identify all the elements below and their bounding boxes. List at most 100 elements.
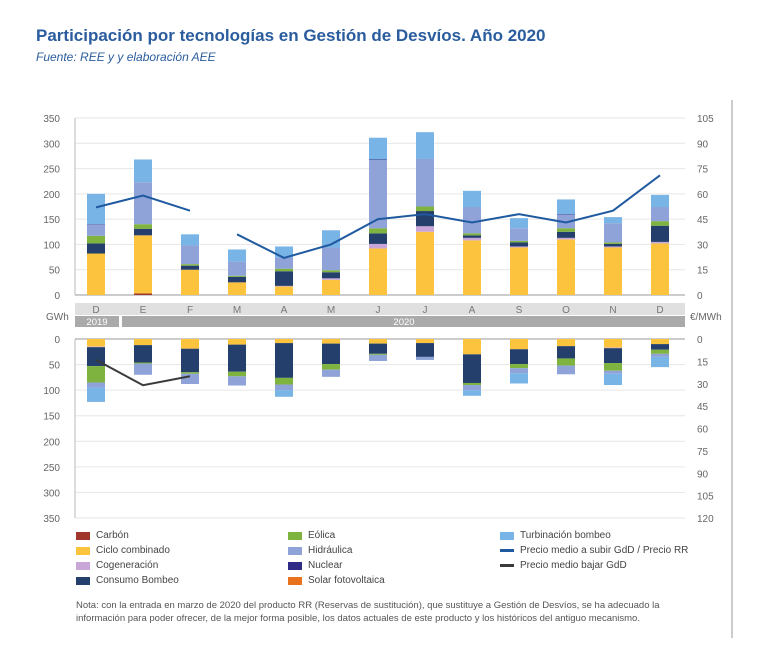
bar-segment [416,206,434,212]
bar-segment [369,248,387,295]
right-unit-label: €/MWh [690,312,722,323]
legend-swatch [500,531,514,540]
bar-segment [604,217,622,224]
bar-segment [369,137,387,160]
legend-swatch [76,531,90,540]
legend-item: Eólica [288,530,335,541]
y2-tick-label: 0 [697,335,703,346]
bar-segment [275,271,293,286]
bar-segment [557,214,575,229]
y-tick-label: 200 [43,190,60,201]
bar-segment [275,257,293,269]
bar-segment [604,247,622,295]
x-tick-label: J [423,305,428,316]
bar-segment [510,242,528,247]
price-line [95,174,661,259]
y-tick-label: 0 [54,291,60,302]
x-tick-label: A [469,305,476,316]
bar-segment [134,228,152,236]
bar-segment [228,344,246,372]
legend-item: Precio medio a subir GdD / Precio RR [500,545,688,556]
bar-segment [181,373,199,385]
bar-segment [369,339,387,344]
bar-segment [275,339,293,344]
legend-item: Hidráulica [288,545,352,556]
legend-swatch [76,546,90,555]
bar-segment [369,354,387,361]
y-tick-label: 0 [54,335,60,346]
y2-tick-label: 30 [697,380,709,391]
bar-segment [604,373,622,386]
x-tick-label: J [376,305,381,316]
x-tick-label: M [327,305,335,316]
y-tick-label: 50 [49,361,61,372]
bar-segment [463,339,481,355]
bar-segment [651,225,669,242]
legend-label: Carbón [96,530,129,541]
bar-segment [369,233,387,244]
x-tick-label: D [92,305,99,316]
bar-segment [463,390,481,396]
bar-segment [463,235,481,238]
bar-segment [134,339,152,346]
x-tick-label: S [516,305,523,316]
x-tick-label: D [656,305,663,316]
legend-label: Ciclo combinado [96,545,170,556]
chart-subtitle: Fuente: REE y y elaboración AEE [36,50,216,64]
legend-item: Cogeneración [76,560,158,571]
bar-segment [416,343,434,357]
legend-item: Turbinación bombeo [500,530,611,541]
y-tick-label: 350 [43,114,60,125]
bar-segment [510,218,528,229]
chart-title: Participación por tecnologías en Gestión… [36,26,546,45]
bar-segment [275,343,293,378]
bar-segment [134,224,152,229]
bar-segment [181,264,199,266]
bar-segment [181,348,199,373]
bar-segment [275,377,293,385]
y2-tick-label: 30 [697,240,709,251]
bar-segment [604,246,622,248]
y2-tick-label: 15 [697,357,709,368]
y-tick-label: 100 [43,240,60,251]
bar-segment [275,285,293,287]
y-tick-label: 200 [43,437,60,448]
bar-segment [369,343,387,354]
bar-segment [322,247,340,271]
month-band [75,303,685,315]
bar-segment [416,226,434,232]
y2-tick-label: 15 [697,266,709,277]
x-tick-label: A [281,305,288,316]
y-tick-label: 50 [49,266,61,277]
year-label: 2019 [86,317,107,328]
bar-segment [87,193,105,225]
bar-segment [228,249,246,262]
year-label: 2020 [393,317,414,328]
bar-segment [228,275,246,277]
y-tick-label: 350 [43,514,60,525]
bar-segment [416,231,434,295]
bar-segment [510,246,528,248]
bar-segment [651,243,669,295]
bar-segment [604,348,622,364]
bar-segment [87,387,105,402]
bar-segment [322,339,340,344]
bar-segment [322,270,340,273]
bar-segment [510,368,528,374]
bar-segment [651,353,669,357]
legend-swatch [288,531,302,540]
bar-segment [228,276,246,283]
bar-segment [87,243,105,254]
bar-segment [604,223,622,243]
legend-swatch [76,561,90,570]
legend-item: Precio medio bajar GdD [500,560,627,571]
bar-segment [322,272,340,279]
legend-line-swatch [500,549,514,552]
bar-segment [87,235,105,244]
bar-segment [557,365,575,375]
legend-label: Turbinación bombeo [520,530,611,541]
left-unit-label: GWh [46,312,69,323]
bar-segment [557,214,575,215]
bar-segment [181,339,199,349]
